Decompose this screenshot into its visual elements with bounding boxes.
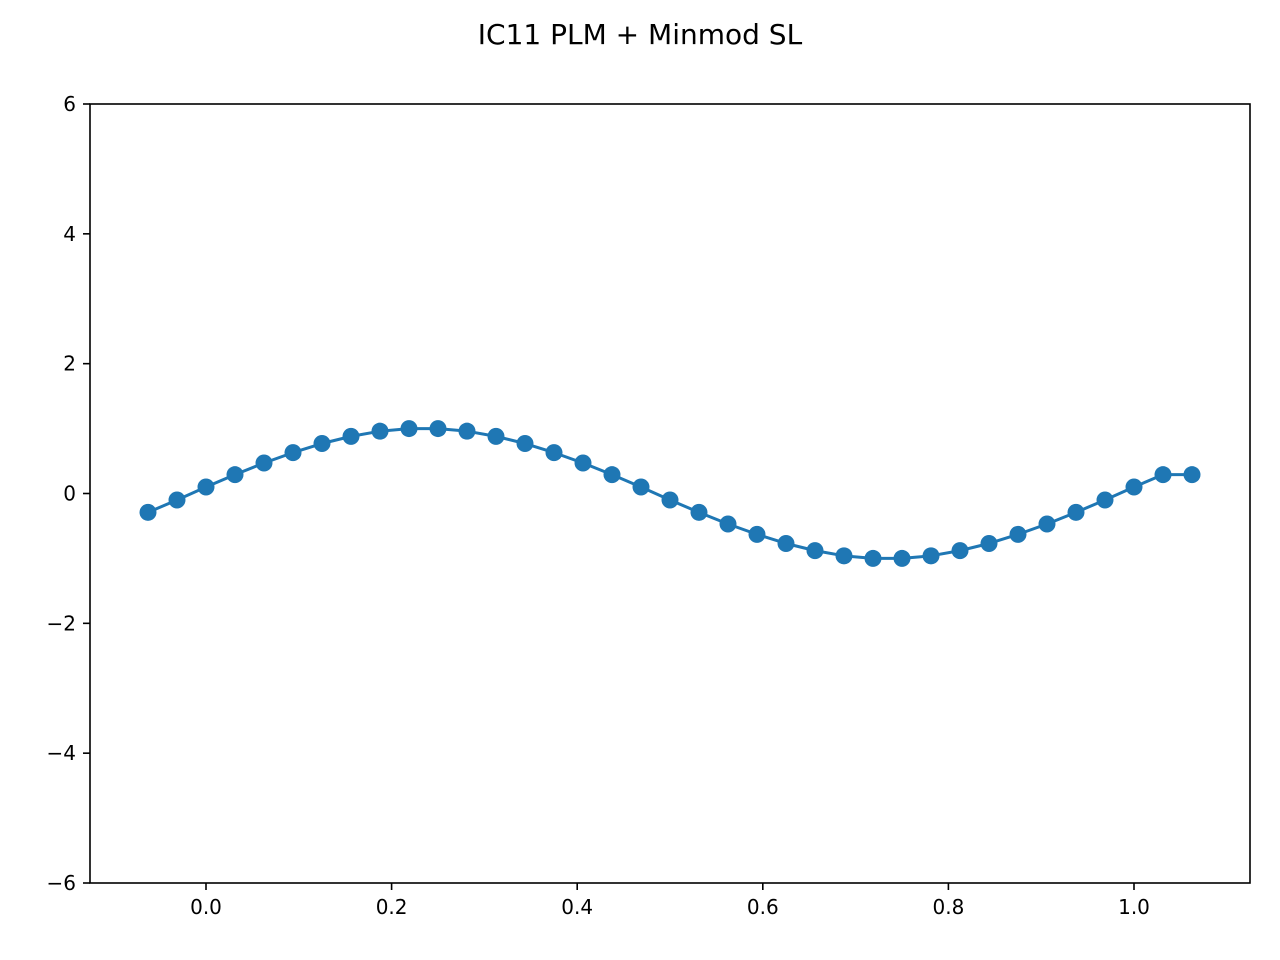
- plot-area: [89, 103, 1251, 884]
- y-axis: −6 −4 −2 0 2 4 6: [47, 92, 90, 895]
- x-tick-label: 0.8: [932, 895, 964, 919]
- data-point: [342, 427, 360, 445]
- y-tick-label: −2: [47, 611, 76, 635]
- data-point: [748, 525, 766, 543]
- data-point: [690, 503, 708, 521]
- data-point: [255, 454, 273, 472]
- y-tick-label: 4: [63, 222, 76, 246]
- y-tick-label: 2: [63, 352, 76, 376]
- y-tick-label: 6: [63, 92, 76, 116]
- data-point: [429, 420, 447, 438]
- x-tick-label: 1.0: [1118, 895, 1150, 919]
- data-point: [458, 422, 476, 440]
- data-point: [1038, 515, 1056, 533]
- x-tick-label: 0.6: [747, 895, 779, 919]
- x-tick-label: 0.4: [561, 895, 593, 919]
- data-point: [1096, 491, 1114, 509]
- x-tick-label: 0.2: [376, 895, 408, 919]
- data-point: [284, 444, 302, 462]
- y-tick-label: −6: [47, 871, 76, 895]
- data-point: [371, 422, 389, 440]
- data-point: [980, 534, 998, 552]
- data-point: [168, 491, 186, 509]
- data-point: [632, 478, 650, 496]
- data-point: [1067, 503, 1085, 521]
- data-point: [313, 435, 331, 453]
- series-layer: [139, 420, 1201, 567]
- data-point: [603, 466, 621, 484]
- data-point: [139, 503, 157, 521]
- data-point: [1125, 478, 1143, 496]
- data-point: [661, 491, 679, 509]
- data-point: [226, 466, 244, 484]
- data-point: [777, 534, 795, 552]
- data-point: [487, 427, 505, 445]
- data-point: [719, 515, 737, 533]
- data-point: [806, 542, 824, 560]
- y-tick-label: −4: [47, 741, 76, 765]
- data-point: [400, 420, 418, 438]
- data-point: [197, 478, 215, 496]
- x-axis: 0.0 0.2 0.4 0.6 0.8 1.0: [190, 883, 1150, 919]
- data-point: [893, 549, 911, 567]
- data-point: [864, 549, 882, 567]
- data-point: [1154, 466, 1172, 484]
- data-point: [951, 542, 969, 560]
- data-point: [574, 454, 592, 472]
- data-point: [1009, 525, 1027, 543]
- data-point: [835, 547, 853, 565]
- y-tick-label: 0: [63, 482, 76, 506]
- data-point: [516, 435, 534, 453]
- data-point: [922, 547, 940, 565]
- data-point: [545, 444, 563, 462]
- data-point: [1183, 466, 1201, 484]
- x-tick-label: 0.0: [190, 895, 222, 919]
- chart-title: IC11 PLM + Minmod SL: [478, 18, 803, 51]
